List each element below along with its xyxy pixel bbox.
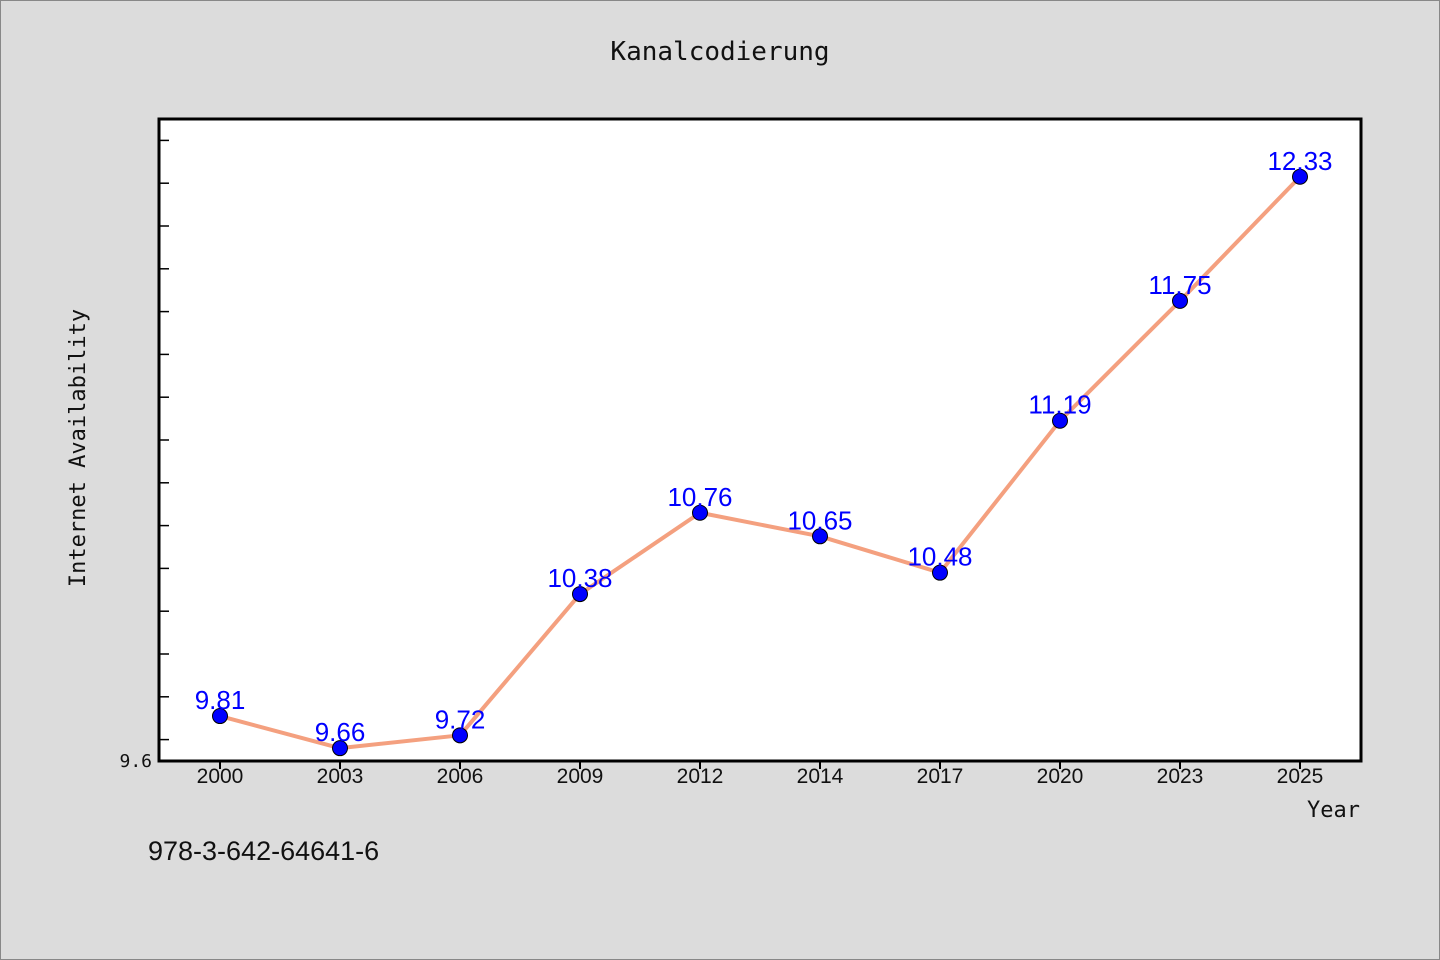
footnote-isbn: 978-3-642-64641-6 <box>148 836 380 866</box>
x-tick-label: 2006 <box>437 765 484 788</box>
data-label: 9.81 <box>195 685 246 715</box>
data-label: 9.66 <box>315 717 366 747</box>
data-point <box>1172 292 1188 309</box>
x-tick-label: 2012 <box>677 765 724 788</box>
data-point <box>692 504 708 521</box>
data-markers <box>212 168 1308 757</box>
data-point <box>1292 168 1308 185</box>
data-point <box>932 564 948 581</box>
data-labels: 9.81 9.66 9.72 10.38 10.76 10.65 10.48 11.19 11.… <box>195 146 1333 747</box>
data-label: 10.38 <box>547 563 612 593</box>
data-label: 10.76 <box>667 482 732 512</box>
x-axis: 2000 2003 2006 2009 2012 2014 2017 2020 2023 2025 <box>197 761 1324 788</box>
x-tick-label: 2020 <box>1037 765 1084 788</box>
x-tick-label: 2000 <box>197 765 244 788</box>
data-point <box>212 708 228 725</box>
y-tick-label: 9.6 <box>119 751 152 772</box>
chart-title: Kanalcodierung <box>610 37 829 67</box>
data-label: 9.72 <box>435 704 486 734</box>
plot-area <box>157 117 1363 763</box>
data-point <box>572 586 588 603</box>
x-axis-title: Year <box>1307 798 1360 823</box>
data-label: 10.65 <box>787 505 852 535</box>
data-label: 11.19 <box>1028 390 1091 420</box>
x-tick-label: 2025 <box>1277 765 1324 788</box>
y-axis-ticks <box>159 139 169 741</box>
y-axis-title: Internet Availability <box>66 309 91 587</box>
data-label: 11.75 <box>1148 270 1211 300</box>
data-point <box>1052 412 1068 429</box>
data-label: 10.48 <box>907 542 972 572</box>
x-tick-label: 2017 <box>917 765 964 788</box>
x-tick-label: 2023 <box>1157 765 1204 788</box>
data-point <box>452 727 468 744</box>
series-line <box>219 175 1302 751</box>
x-tick-label: 2009 <box>557 765 604 788</box>
data-label: 12.33 <box>1267 146 1332 176</box>
data-point <box>332 740 348 757</box>
x-tick-label: 2014 <box>797 765 844 788</box>
data-point <box>812 528 828 545</box>
x-tick-label: 2003 <box>317 765 364 788</box>
